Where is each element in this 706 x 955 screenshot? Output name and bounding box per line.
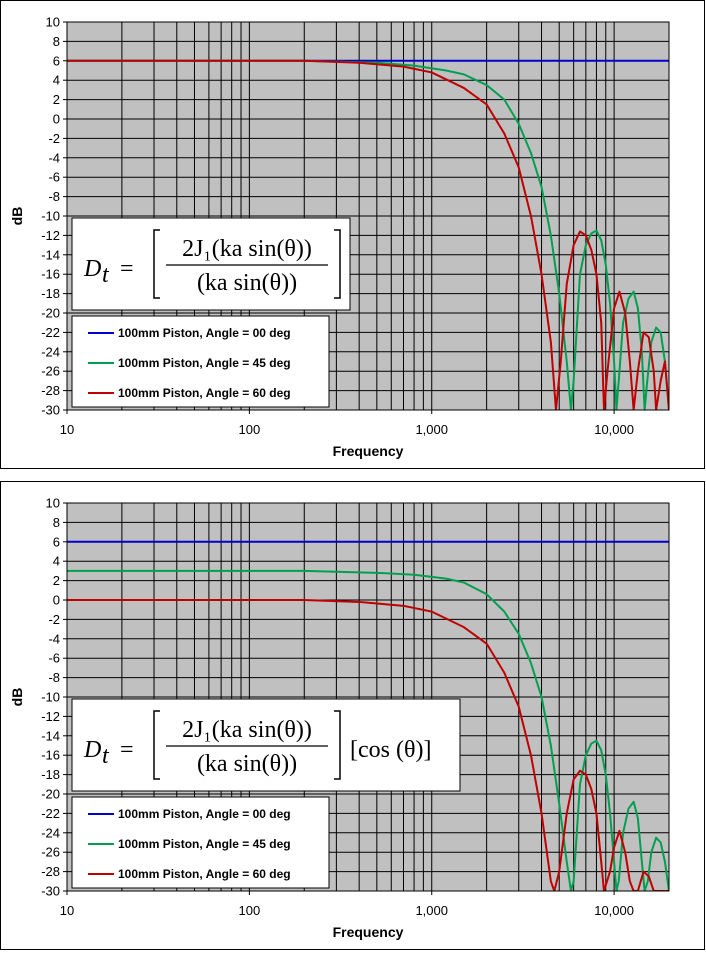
y-tick-label: -22 xyxy=(41,325,60,340)
x-tick-label: 10,000 xyxy=(594,903,634,918)
y-tick-label: 4 xyxy=(53,554,60,569)
y-tick-label: 10 xyxy=(46,15,60,30)
series-line-1 xyxy=(67,59,669,410)
legend-box xyxy=(71,796,330,889)
legend-label: 100mm Piston, Angle = 45 deg xyxy=(118,356,291,370)
legend-label: 100mm Piston, Angle = 00 deg xyxy=(118,807,291,821)
legend-label: 100mm Piston, Angle = 60 deg xyxy=(118,386,291,400)
y-tick-label: 4 xyxy=(53,73,60,88)
equation-subscript: t xyxy=(102,743,110,769)
series-group xyxy=(67,540,669,891)
left-bracket xyxy=(153,710,160,780)
equation-denominator: (ka sin(θ)) xyxy=(197,751,297,777)
x-tick-label: 1,000 xyxy=(415,422,448,437)
y-tick-label: 8 xyxy=(53,34,60,49)
y-tick-label: -14 xyxy=(41,247,60,262)
x-tick-label: 100 xyxy=(239,903,261,918)
right-bracket xyxy=(334,229,341,299)
x-tick-label: 10 xyxy=(60,903,74,918)
y-tick-label: -8 xyxy=(48,670,60,685)
series-line-1 xyxy=(67,569,669,891)
y-tick-label: -24 xyxy=(41,344,60,359)
y-tick-label: -2 xyxy=(48,131,60,146)
equation-subscript: t xyxy=(102,262,110,288)
chart-bottom: 10 8 6 4 2 0 -2 -4 -6 -8 -10 -12 -14 -16 -18 -20 -22 -24 -… xyxy=(0,481,705,950)
y-tick-label: -20 xyxy=(41,306,60,321)
y-tick-label: -4 xyxy=(48,150,60,165)
legend-label: 100mm Piston, Angle = 60 deg xyxy=(118,867,291,881)
series-group xyxy=(67,59,669,410)
y-tick-label: -10 xyxy=(41,209,60,224)
y-tick-label: 10 xyxy=(46,496,60,511)
y-tick-label: -30 xyxy=(41,403,60,418)
y-tick-label: -16 xyxy=(41,748,60,763)
y-tick-label: 6 xyxy=(53,534,60,549)
equation-denominator: (ka sin(θ)) xyxy=(197,270,297,296)
y-tick-label: -20 xyxy=(41,787,60,802)
y-tick-label: -12 xyxy=(41,228,60,243)
legend-box xyxy=(71,315,330,408)
gridlines xyxy=(66,502,670,892)
y-tick-label: -18 xyxy=(41,767,60,782)
y-tick-label: 6 xyxy=(53,53,60,68)
equation-lhs: D xyxy=(83,256,101,282)
y-tick-label: -26 xyxy=(41,845,60,860)
right-bracket xyxy=(334,710,341,780)
y-tick-label: -28 xyxy=(41,864,60,879)
x-tick-label: 10 xyxy=(60,422,74,437)
legend: 100mm Piston, Angle = 00 deg 100mm Piston… xyxy=(71,796,330,889)
y-tick-label: -2 xyxy=(48,612,60,627)
y-tick-label: -16 xyxy=(41,267,60,282)
y-tick-label: 2 xyxy=(53,92,60,107)
x-tick-label: 100 xyxy=(239,422,261,437)
equation-cos-term: [cos (θ)] xyxy=(350,737,431,763)
y-tick-label: -28 xyxy=(41,383,60,398)
y-tick-label: -10 xyxy=(41,690,60,705)
y-tick-label: -24 xyxy=(41,825,60,840)
equation-equals: = xyxy=(120,256,134,282)
plot-border xyxy=(66,21,670,411)
y-axis-label: dB xyxy=(9,207,25,226)
y-tick-label: 0 xyxy=(53,593,60,608)
series-line-2 xyxy=(67,599,669,891)
equation-equals: = xyxy=(120,737,134,763)
equation-lhs: D xyxy=(83,737,101,763)
equation-background xyxy=(71,217,351,311)
y-axis-label: dB xyxy=(9,688,25,707)
y-tick-label: -4 xyxy=(48,631,60,646)
y-tick-label: 2 xyxy=(53,573,60,588)
series-line-2 xyxy=(67,59,669,410)
y-tick-label: -26 xyxy=(41,364,60,379)
y-tick-label: -18 xyxy=(41,286,60,301)
legend: 100mm Piston, Angle = 00 deg 100mm Piston… xyxy=(71,315,330,408)
legend-label: 100mm Piston, Angle = 45 deg xyxy=(118,837,291,851)
y-tick-label: -8 xyxy=(48,189,60,204)
left-bracket xyxy=(153,229,160,299)
plot-border xyxy=(66,502,670,892)
chart-top: 10 8 6 4 2 0 -2 -4 -6 -8 -10 -12 -14 -16 -18 -20 -22 -24 -… xyxy=(0,0,705,469)
y-tick-label: -6 xyxy=(48,170,60,185)
y-tick-label: -30 xyxy=(41,884,60,899)
x-axis-label: Frequency xyxy=(333,924,404,940)
equation-numerator: 2J₁(ka sin(θ)) xyxy=(182,717,312,743)
y-tick-label: -22 xyxy=(41,806,60,821)
chart-top-panel: 10 8 6 4 2 0 -2 -4 -6 -8 -10 -12 -14 -16 -18 -20 -22 -24 -… xyxy=(0,0,705,469)
y-tick-label: -6 xyxy=(48,651,60,666)
y-tick-label: 8 xyxy=(53,515,60,530)
legend-label: 100mm Piston, Angle = 00 deg xyxy=(118,326,291,340)
x-tick-label: 1,000 xyxy=(415,903,448,918)
chart-bottom-panel: 10 8 6 4 2 0 -2 -4 -6 -8 -10 -12 -14 -16 -18 -20 -22 -24 -… xyxy=(0,481,705,950)
equation-background xyxy=(71,698,461,792)
x-tick-label: 10,000 xyxy=(594,422,634,437)
equation-numerator: 2J₁(ka sin(θ)) xyxy=(182,236,312,262)
y-tick-label: 0 xyxy=(53,112,60,127)
y-tick-label: -14 xyxy=(41,728,60,743)
y-tick-label: -12 xyxy=(41,709,60,724)
x-axis-label: Frequency xyxy=(333,443,404,459)
